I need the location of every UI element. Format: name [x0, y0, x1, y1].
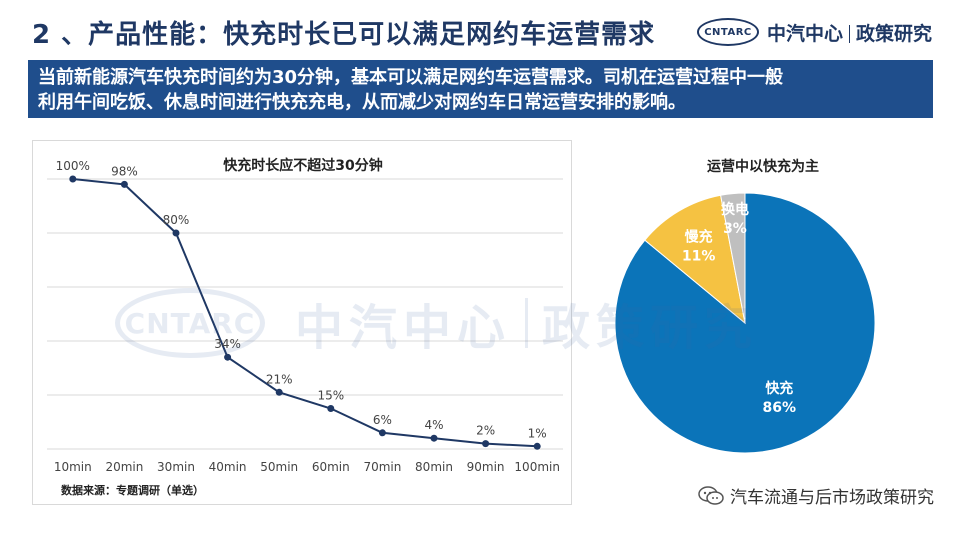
slice-value-label: 3%: [723, 221, 747, 237]
data-point: [224, 353, 232, 361]
x-tick-label: 10min: [54, 460, 92, 474]
line-chart-panel: 快充时长应不超过30分钟 100% 10min 98% 20min 80% 30min 34…: [32, 140, 572, 505]
x-tick-label: 40min: [209, 460, 247, 474]
summary-banner: 当前新能源汽车快充时间约为30分钟，基本可以满足网约车运营需求。司机在运营过程中…: [28, 60, 933, 118]
slice-name-label: 快充: [765, 380, 793, 397]
x-tick-label: 80min: [415, 460, 453, 474]
data-label: 100%: [56, 159, 90, 173]
header-logo: CNTARC 中汽中心 政策研究: [696, 18, 932, 46]
data-label: 21%: [266, 372, 293, 386]
data-point: [275, 388, 283, 396]
banner-line-1: 当前新能源汽车快充时间约为30分钟，基本可以满足网约车运营需求。司机在运营过程中…: [38, 67, 784, 88]
data-label: 1%: [528, 426, 547, 440]
x-tick-label: 20min: [105, 460, 143, 474]
data-label: 34%: [214, 337, 241, 351]
data-point: [482, 440, 490, 448]
logo-text: 中汽中心 政策研究: [767, 19, 932, 46]
pie-chart-title: 运营中以快充为主: [707, 159, 819, 175]
pie-slice: [720, 192, 746, 324]
line-chart-title: 快充时长应不超过30分钟: [223, 158, 383, 174]
data-point: [430, 434, 438, 442]
x-tick-label: 60min: [312, 460, 350, 474]
slice-value-label: 86%: [763, 400, 797, 416]
data-label: 15%: [317, 389, 344, 403]
x-tick-label: 90min: [467, 460, 505, 474]
pie-chart: 快充 86% 慢充 11% 换电 3%: [614, 192, 876, 454]
logo-org: 中汽中心: [766, 22, 843, 45]
slice-value-label: 11%: [682, 249, 716, 265]
data-point: [172, 229, 180, 237]
logo-badge: CNTARC: [696, 18, 759, 46]
x-tick-label: 30min: [157, 460, 195, 474]
footer-brand-text: 汽车流通与后市场政策研究: [730, 488, 934, 508]
data-point: [533, 442, 541, 450]
data-label: 6%: [373, 413, 392, 427]
wechat-icon: [698, 485, 724, 505]
data-label: 4%: [424, 418, 443, 432]
logo-dept: 政策研究: [855, 22, 932, 45]
data-label: 2%: [476, 424, 495, 438]
slice-name-label: 换电: [721, 201, 749, 218]
data-point: [69, 175, 77, 183]
source-note: 数据来源：专题调研（单选）: [61, 484, 204, 497]
footer-brand: 汽车流通与后市场政策研究: [698, 483, 934, 508]
x-tick-label: 100min: [514, 460, 560, 474]
series-line: [72, 178, 538, 448]
x-tick-label: 50min: [260, 460, 298, 474]
data-point: [327, 405, 335, 412]
data-point: [120, 180, 128, 188]
page-title: 2 、产品性能：快充时长已可以满足网约车运营需求: [32, 20, 656, 50]
pie-slice: [644, 194, 746, 325]
data-label: 98%: [111, 164, 138, 178]
line-chart: 100% 10min 98% 20min 80% 30min 34% 40min 21% 50mi…: [47, 159, 563, 474]
logo-divider: [848, 25, 850, 43]
x-tick-label: 70min: [363, 460, 401, 474]
data-label: 80%: [163, 213, 190, 227]
data-point: [378, 429, 386, 437]
slice-name-label: 慢充: [685, 229, 713, 246]
banner-line-2: 利用午间吃饭、休息时间进行快充充电，从而减少对网约车日常运营安排的影响。: [38, 92, 686, 113]
